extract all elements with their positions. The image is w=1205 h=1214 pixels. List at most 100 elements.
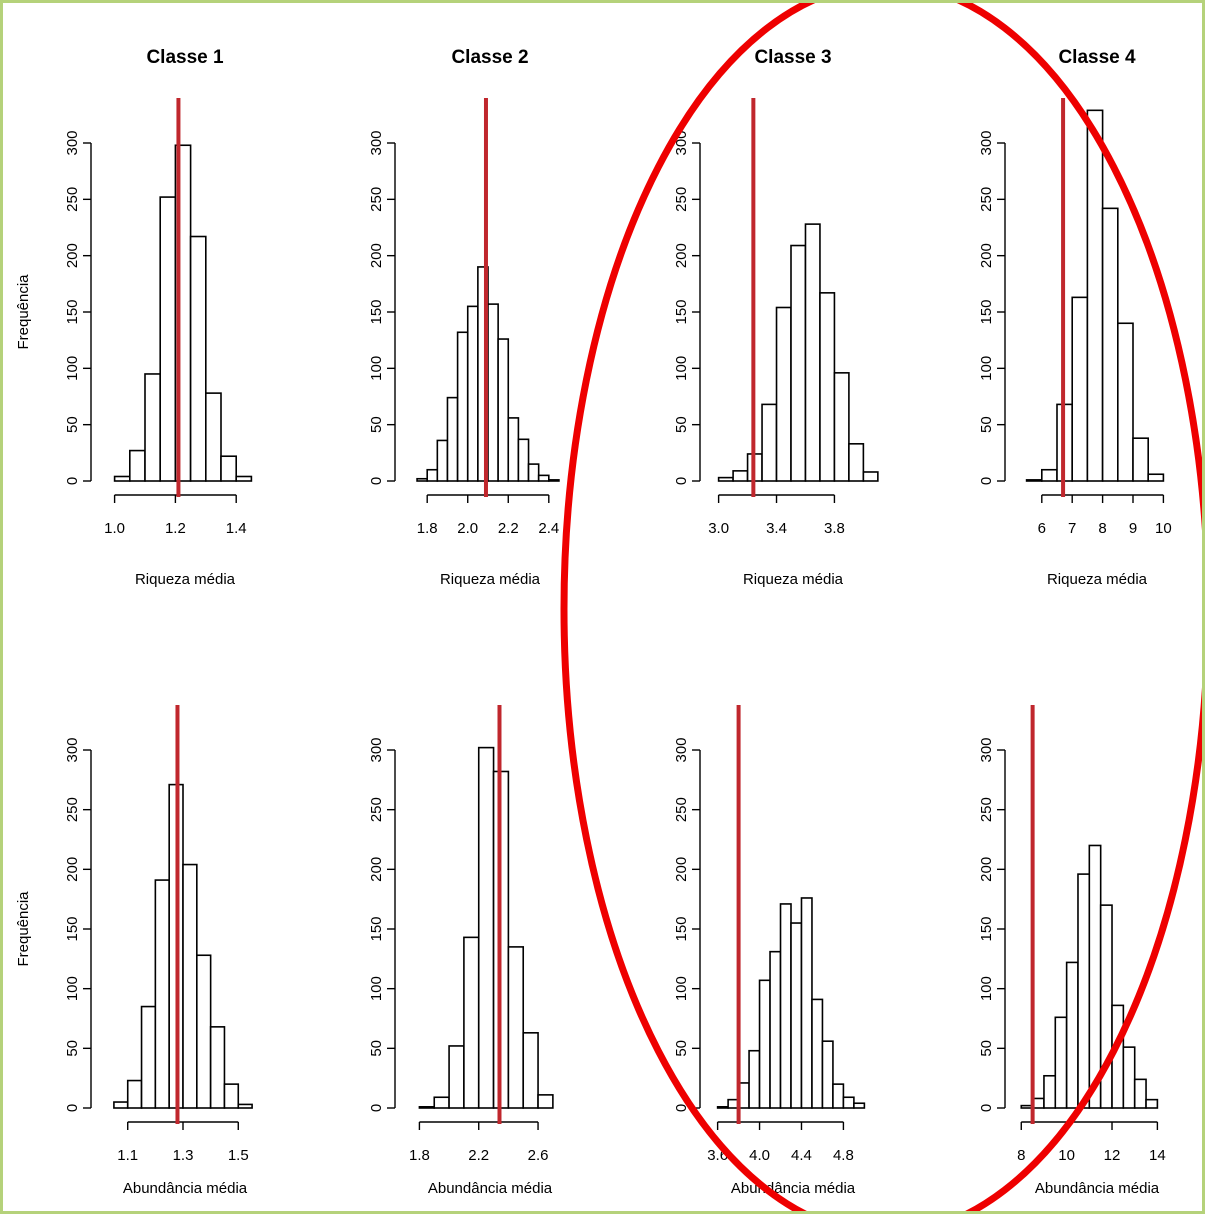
x-tick-label: 8 — [1017, 1147, 1025, 1164]
y-tick-label: 0 — [64, 1104, 81, 1112]
y-tick-label: 250 — [673, 797, 690, 822]
histogram-bar — [748, 1049, 761, 1109]
histogram-bar — [1101, 207, 1119, 482]
x-tick-label: 1.2 — [165, 520, 186, 537]
histogram-bar — [220, 455, 237, 482]
panel-title: Classe 1 — [146, 47, 224, 68]
y-tick-label: 200 — [673, 243, 690, 268]
x-tick-label: 6 — [1038, 520, 1046, 537]
y-tick-label: 300 — [978, 737, 995, 762]
histogram-bar — [426, 468, 439, 482]
x-tick-label: 1.8 — [417, 520, 438, 537]
x-tick-label: 3.8 — [824, 520, 845, 537]
histogram-bar — [1065, 961, 1079, 1109]
histogram-bar — [811, 998, 824, 1109]
x-tick-label: 9 — [1129, 520, 1137, 537]
y-tick-label: 150 — [673, 299, 690, 324]
histogram-panel-4: Classe 4 0 50 100 150 200 250 300 6 7 8 9 10 Riqueza … — [978, 47, 1172, 588]
histogram-bar — [189, 235, 207, 482]
histogram-bar — [862, 471, 879, 482]
x-tick-label: 2.6 — [528, 1147, 549, 1164]
histogram-bar — [1132, 437, 1149, 482]
x-tick-label: 14 — [1149, 1147, 1166, 1164]
x-axis-label: Abundância média — [1035, 1180, 1160, 1197]
histogram-bar — [1041, 468, 1058, 482]
x-axis-label: Abundância média — [123, 1180, 248, 1197]
histogram-bar — [418, 1106, 436, 1109]
x-tick-label: 2.2 — [468, 1147, 489, 1164]
y-tick-label: 100 — [64, 976, 81, 1001]
histogram-bar — [196, 954, 212, 1109]
x-axis-label: Riqueza média — [440, 571, 541, 588]
histogram-panel-2: Classe 2 0 50 100 150 200 250 300 1.8 2.0 2.2 2.4 Ri… — [368, 47, 560, 588]
y-tick-label: 150 — [368, 916, 385, 941]
y-tick-label: 300 — [673, 737, 690, 762]
y-tick-label: 100 — [978, 356, 995, 381]
histogram-panel-5: 0 50 100 150 200 250 300 1.1 1.3 1.5 Abundância mé… — [15, 705, 253, 1197]
histogram-bar — [1086, 109, 1104, 482]
histogram-bar — [205, 392, 222, 482]
y-tick-label: 300 — [64, 737, 81, 762]
histogram-bar — [800, 897, 813, 1109]
x-tick-label: 1.8 — [409, 1147, 430, 1164]
histogram-bar — [790, 244, 807, 482]
x-tick-label: 12 — [1104, 1147, 1121, 1164]
y-tick-label: 250 — [978, 187, 995, 212]
y-tick-label: 50 — [368, 416, 385, 433]
histogram-bar — [466, 305, 479, 482]
histogram-bar — [463, 936, 480, 1109]
histogram-bar — [537, 1094, 554, 1109]
y-tick-label: 150 — [64, 299, 81, 324]
histogram-bar — [223, 1083, 240, 1109]
y-tick-label: 150 — [368, 299, 385, 324]
histogram-bar — [732, 470, 749, 482]
x-axis-label: Riqueza média — [135, 571, 236, 588]
histogram-bar — [779, 903, 792, 1109]
histogram-bar — [1088, 844, 1102, 1109]
y-tick-label: 50 — [64, 1040, 81, 1057]
histogram-bar — [237, 1103, 253, 1109]
histogram-bar — [842, 1096, 855, 1109]
histogram-bar — [522, 1032, 539, 1109]
y-tick-label: 100 — [673, 356, 690, 381]
y-tick-label: 50 — [978, 1040, 995, 1057]
histogram-bar — [126, 1079, 143, 1109]
y-tick-label: 150 — [978, 916, 995, 941]
y-axis-label: Frequência — [15, 274, 32, 350]
histogram-bar — [821, 1040, 834, 1109]
y-tick-label: 250 — [64, 187, 81, 212]
x-tick-label: 1.5 — [228, 1147, 249, 1164]
y-tick-label: 250 — [64, 797, 81, 822]
histogram-panel-6: 0 50 100 150 200 250 300 1.8 2.2 2.6 Abundância mé… — [368, 705, 554, 1197]
y-tick-label: 250 — [673, 187, 690, 212]
histogram-bar — [758, 979, 771, 1109]
histogram-bar — [446, 396, 459, 482]
histogram-bar — [1145, 1098, 1159, 1109]
y-tick-label: 250 — [368, 187, 385, 212]
y-tick-label: 200 — [978, 857, 995, 882]
histogram-bar — [154, 879, 170, 1109]
y-axis-label: Frequência — [15, 891, 32, 967]
x-tick-label: 10 — [1155, 520, 1172, 537]
histogram-panel-1: Classe 1 0 50 100 150 200 250 300 1.0 1.2 1.4 Rique… — [15, 47, 253, 588]
histogram-bar — [547, 479, 560, 482]
y-tick-label: 300 — [368, 737, 385, 762]
y-tick-label: 100 — [673, 976, 690, 1001]
x-axis-label: Abundância média — [731, 1180, 856, 1197]
histogram-bar — [853, 1102, 866, 1109]
x-tick-label: 2.2 — [498, 520, 519, 537]
y-tick-label: 0 — [978, 1104, 995, 1112]
x-tick-label: 4.8 — [833, 1147, 854, 1164]
y-tick-label: 100 — [368, 976, 385, 1001]
histogram-bar — [129, 449, 146, 482]
histogram-bar — [113, 475, 131, 482]
panel-title: Classe 2 — [451, 47, 528, 68]
y-tick-label: 300 — [64, 130, 81, 155]
histogram-panel-8: 0 50 100 150 200 250 300 8 10 12 14 Abundância médi… — [978, 705, 1166, 1197]
y-tick-label: 0 — [368, 477, 385, 485]
histogram-bar — [113, 1101, 129, 1109]
histogram-bar — [775, 306, 792, 482]
y-tick-label: 200 — [978, 243, 995, 268]
